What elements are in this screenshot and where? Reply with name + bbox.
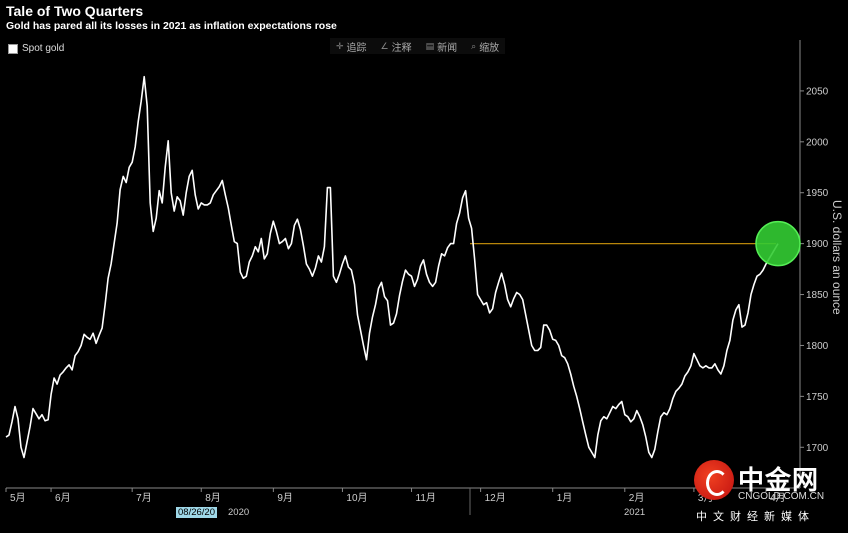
x-tick-label: 8月 (205, 492, 221, 504)
year-label-2021: 2021 (624, 507, 646, 518)
news-label: 新闻 (437, 42, 458, 54)
legend-label: Spot gold (22, 43, 65, 54)
y-tick-label: 1850 (806, 290, 829, 301)
pen-icon: ∠ (380, 40, 389, 51)
watermark-domain: CNGOLD.COM.CN (738, 491, 825, 502)
crosshair-date-badge: 08/26/20 (176, 507, 217, 518)
legend-swatch (8, 43, 18, 54)
chart-title: Tale of Two Quarters (6, 3, 144, 19)
x-tick-label: 1月 (557, 492, 573, 504)
y-tick-label: 1900 (806, 239, 829, 250)
track-label: 追踪 (346, 42, 367, 54)
legend[interactable]: Spot gold (8, 43, 64, 54)
zoom-label: 缩放 (479, 42, 500, 54)
watermark: 中金网 CNGOLD.COM.CN 中文财经新媒体 (690, 458, 840, 524)
y-axis-ticks: 1700 1750 1800 1850 1900 1950 2000 2050 (800, 86, 829, 454)
annotate-button[interactable]: ∠ 注释 (380, 39, 412, 54)
track-button[interactable]: ✛ 追踪 (336, 39, 367, 54)
watermark-brand: 中金网 (738, 465, 820, 495)
highlight-circle (755, 220, 801, 267)
watermark-tagline: 中文财经新媒体 (696, 511, 815, 523)
x-tick-label: 9月 (277, 492, 293, 504)
chart-toolbar: ✛ 追踪 ∠ 注释 ▤ 新闻 ⌕ 缩放 (330, 38, 506, 54)
year-label-2020: 2020 (228, 507, 250, 518)
x-tick-label: 6月 (55, 492, 71, 504)
x-tick-label: 5月 (10, 492, 26, 504)
y-tick-label: 2050 (806, 86, 829, 97)
y-tick-label: 1700 (806, 443, 829, 454)
x-tick-label: 7月 (136, 492, 152, 504)
crosshair-icon: ✛ (336, 40, 344, 51)
series-line-spot-gold[interactable] (5, 75, 779, 459)
cngold-logo-icon (694, 460, 734, 500)
x-tick-label: 11月 (416, 492, 436, 504)
axes (6, 40, 801, 515)
x-tick-label: 4月 (770, 492, 786, 504)
magnifier-icon: ⌕ (471, 40, 477, 51)
x-tick-label: 10月 (346, 492, 367, 504)
y-tick-label: 1750 (806, 392, 829, 403)
chart-subtitle: Gold has pared all its losses in 2021 as… (6, 20, 337, 32)
y-tick-label: 1800 (806, 341, 829, 352)
x-tick-label: 2月 (629, 492, 645, 504)
zoom-button[interactable]: ⌕ 缩放 (471, 39, 500, 54)
y-tick-label: 1950 (806, 188, 829, 199)
x-tick-label: 12月 (485, 492, 506, 504)
y-tick-label: 2000 (806, 137, 829, 148)
news-button[interactable]: ▤ 新闻 (425, 39, 458, 54)
annotate-label: 注释 (391, 42, 412, 54)
news-icon: ▤ (425, 40, 435, 51)
x-axis-ticks: 5月6月7月8月9月10月11月12月1月2月3月4月 (5, 488, 786, 504)
y-axis-label: U.S. dollars an ounce (830, 200, 844, 315)
